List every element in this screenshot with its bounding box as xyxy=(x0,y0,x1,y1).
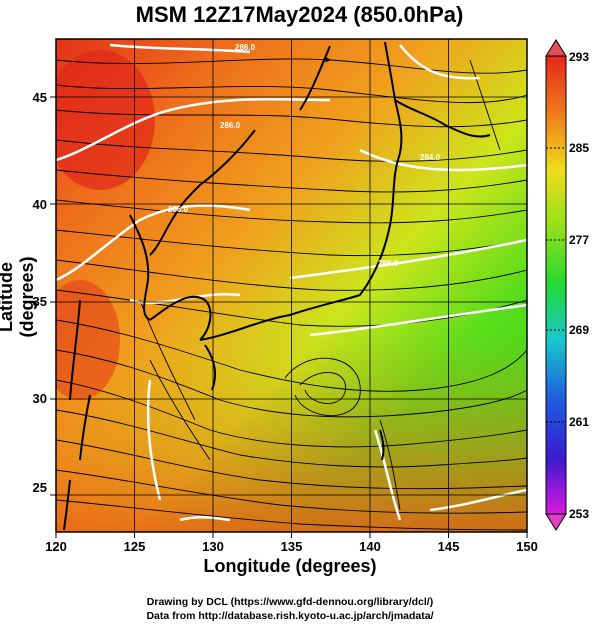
contour-label: 286.0 xyxy=(220,121,241,130)
drawing-credit: Drawing by DCL (https://www.gfd-dennou.o… xyxy=(146,596,434,608)
contour-label: 284.0 xyxy=(420,153,441,162)
y-tick-label: 25 xyxy=(33,480,47,495)
colorbar-top-arrow xyxy=(545,39,567,57)
colorbar xyxy=(545,39,567,531)
colorbar-tick-label: 293 xyxy=(569,50,589,64)
chart-title: MSM 12Z17May2024 (850.0hPa) xyxy=(135,2,464,27)
y-tick-label: 30 xyxy=(33,391,47,406)
x-tick-label: 125 xyxy=(124,539,146,554)
x-tick-label: 120 xyxy=(45,539,67,554)
y-tick-label: 35 xyxy=(33,294,47,309)
x-tick-label: 150 xyxy=(516,539,538,554)
y-tick-label: 40 xyxy=(33,197,47,212)
axis-ticks xyxy=(50,96,528,538)
data-credit: Data from http://database.rish.kyoto-u.a… xyxy=(146,610,434,622)
colorbar-bottom-arrow xyxy=(545,513,567,531)
colorbar-tick-label: 253 xyxy=(569,507,589,521)
colorbar-tick-label: 261 xyxy=(569,415,589,429)
contour-label: 286.0 xyxy=(168,205,189,214)
contour-label: 286.0 xyxy=(235,43,256,52)
colorbar-tick-label: 285 xyxy=(569,141,589,155)
x-axis-label: Longitude (degrees) xyxy=(203,556,377,576)
x-tick-label: 140 xyxy=(359,539,381,554)
grid-lines xyxy=(56,39,527,532)
y-axis-label: Latitude (degrees) xyxy=(0,256,37,338)
x-tick-label: 130 xyxy=(202,539,224,554)
temperature-field xyxy=(56,39,527,532)
y-tick-label: 45 xyxy=(33,90,47,105)
colorbar-tick-label: 269 xyxy=(569,323,589,337)
x-tick-label: 135 xyxy=(281,539,303,554)
coastlines xyxy=(63,41,491,531)
colorbar-tick-label: 277 xyxy=(569,233,589,247)
x-tick-label: 145 xyxy=(438,539,460,554)
contour-label: 288.0 xyxy=(378,259,399,268)
